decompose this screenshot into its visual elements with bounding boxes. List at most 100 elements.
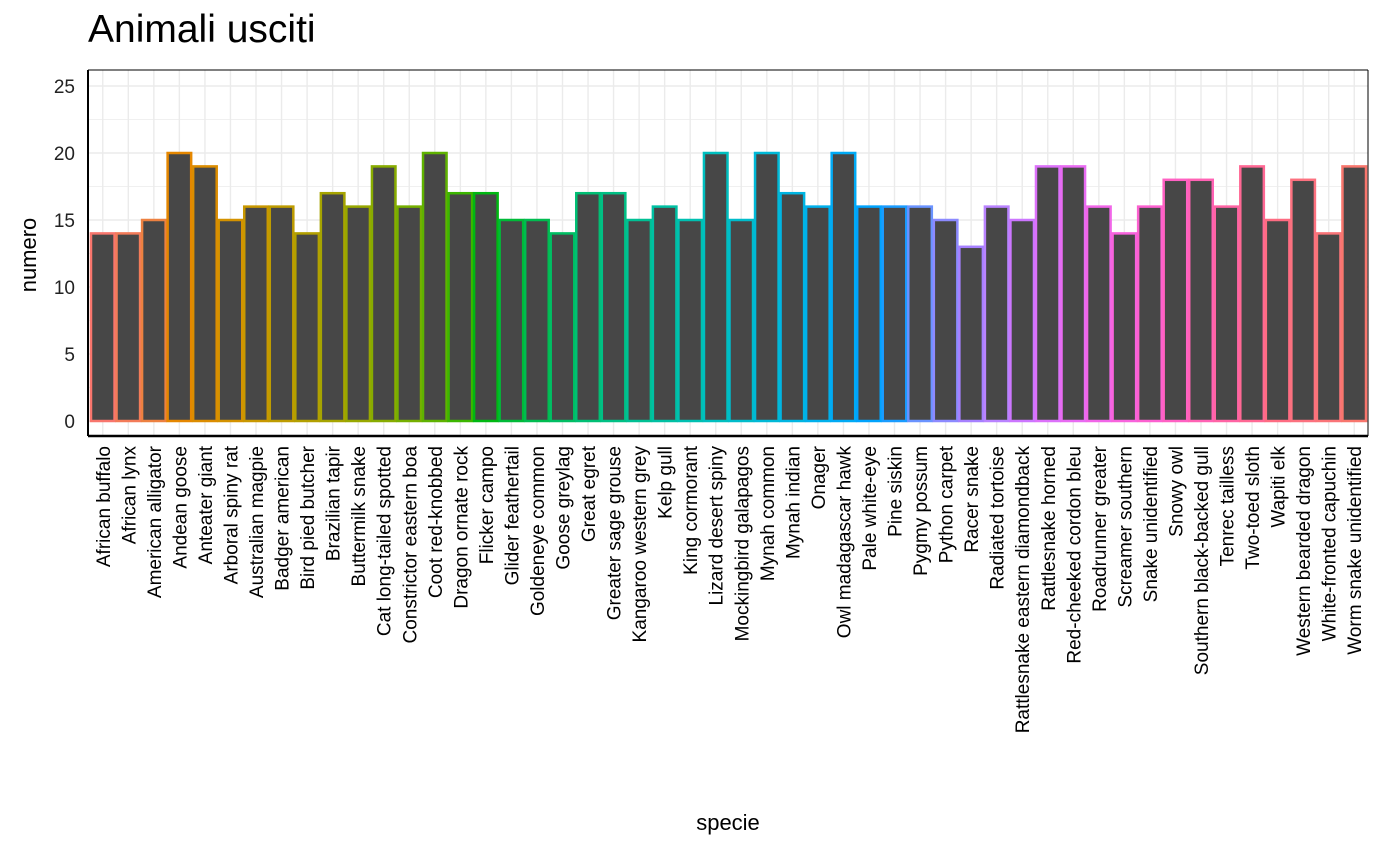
- bar-33: [907, 205, 934, 423]
- bar-1: [89, 232, 116, 423]
- bar-50: [1341, 165, 1368, 423]
- x-tick-label: Bird pied butcher: [298, 445, 319, 589]
- x-tick-label: Badger american: [273, 446, 294, 591]
- bar-42: [1136, 205, 1163, 423]
- x-tick-label: Roadrunner greater: [1090, 445, 1111, 611]
- x-tick-label: Radiated tortoise: [988, 446, 1009, 590]
- bar-16: [472, 191, 499, 423]
- x-tick-label: Pine siskin: [886, 446, 907, 537]
- bar-7: [242, 205, 270, 423]
- bar-11: [345, 205, 372, 423]
- bar-36: [983, 205, 1010, 423]
- bar-43: [1162, 178, 1189, 423]
- bar-22: [626, 218, 653, 423]
- bar-8: [268, 205, 295, 423]
- bar-27: [753, 151, 780, 423]
- bar-18: [523, 218, 550, 423]
- y-axis-label: numero: [16, 217, 41, 293]
- bar-19: [549, 232, 576, 423]
- x-tick-label: Pale white-eye: [860, 446, 881, 571]
- x-tick-label: Pygmy possum: [911, 446, 932, 576]
- y-tick-label: 15: [54, 211, 75, 232]
- x-tick-label: Lizard desert spiny: [707, 446, 728, 606]
- x-tick-label: Rattlesnake horned: [1039, 446, 1060, 611]
- x-tick-label: Southern black-backed gull: [1192, 446, 1213, 675]
- x-tick-label: Buttermilk snake: [349, 446, 370, 586]
- bar-34: [932, 218, 959, 423]
- bar-24: [677, 218, 704, 423]
- bar-45: [1213, 205, 1240, 423]
- x-tick-label: African buffalo: [94, 446, 115, 567]
- bar-4: [166, 151, 193, 423]
- x-tick-label: Kangaroo western grey: [630, 446, 651, 643]
- x-tick-label: Dragon ornate rock: [451, 446, 472, 609]
- bar-5: [191, 165, 218, 423]
- x-tick-label: Two-toed sloth: [1243, 446, 1264, 570]
- bar-9: [294, 232, 321, 423]
- bar-35: [958, 245, 985, 423]
- x-tick-label: Red-cheeked cordon bleu: [1064, 446, 1085, 664]
- x-tick-label: Glider feathertail: [502, 446, 523, 585]
- bar-26: [728, 218, 755, 423]
- x-tick-label: Australian magpie: [247, 446, 268, 598]
- bar-38: [1034, 165, 1061, 423]
- bar-29: [804, 205, 831, 423]
- x-tick-label: Onager: [809, 445, 830, 509]
- bar-39: [1060, 165, 1087, 423]
- bar-47: [1264, 218, 1291, 423]
- bar-37: [1009, 218, 1036, 423]
- bar-2: [115, 232, 142, 423]
- bar-48: [1290, 178, 1317, 423]
- bar-23: [651, 205, 678, 423]
- x-tick-label: Anteater giant: [196, 445, 217, 564]
- x-tick-label: Rattlesnake eastern diamondback: [1013, 446, 1034, 734]
- bar-3: [140, 218, 167, 423]
- bar-15: [447, 191, 474, 423]
- x-tick-label: Western bearded dragon: [1294, 446, 1315, 656]
- x-tick-label: Goose greylag: [553, 446, 574, 570]
- bars: [89, 151, 1368, 423]
- x-tick-label: Worm snake unidentified: [1345, 446, 1366, 655]
- axes: [87, 69, 1369, 438]
- x-tick-label: Mynah indian: [783, 446, 804, 559]
- x-tick-label: Cat long-tailed spotted: [375, 446, 396, 636]
- x-tick-label: Snake unidentified: [1141, 446, 1162, 602]
- x-tick-label: Owl madagascar hawk: [834, 446, 855, 639]
- x-tick-label: Kelp gull: [656, 446, 677, 519]
- x-tick-label: Greater sage grouse: [605, 446, 626, 620]
- bar-44: [1187, 178, 1215, 423]
- x-tick-label: Constrictor eastern boa: [400, 446, 421, 644]
- x-tick-label: African lynx: [119, 446, 140, 545]
- y-tick-label: 5: [64, 345, 75, 366]
- y-tick-labels: 0 5 10 15 20 25: [54, 77, 75, 433]
- chart-title: Animali usciti: [88, 8, 316, 51]
- x-tick-label: White-fronted capuchin: [1320, 446, 1341, 641]
- bar-10: [319, 191, 346, 423]
- x-tick-label: Andean goose: [170, 446, 191, 569]
- bar-41: [1111, 232, 1138, 423]
- bar-20: [575, 191, 602, 423]
- x-tick-label: Goldeneye common: [528, 446, 549, 616]
- bar-17: [498, 218, 525, 423]
- y-tick-label: 0: [64, 412, 75, 433]
- bar-14: [421, 151, 448, 423]
- x-tick-label: Great egret: [579, 445, 600, 542]
- x-tick-label: Screamer southern: [1115, 446, 1136, 608]
- x-tick-label: Brazilian tapir: [324, 445, 345, 561]
- x-tick-label: Flicker campo: [477, 446, 498, 564]
- x-tick-label: Snowy owl: [1166, 446, 1187, 537]
- x-tick-label: Wapiti elk: [1269, 446, 1290, 528]
- x-tick-label: Mynah common: [758, 446, 779, 581]
- y-tick-label: 10: [54, 278, 75, 299]
- x-tick-label: King cormorant: [681, 445, 702, 575]
- x-tick-label: Racer snake: [962, 446, 983, 553]
- bar-46: [1239, 165, 1266, 423]
- bar-6: [217, 218, 244, 423]
- x-tick-labels: African buffalo African lynx American alli…: [94, 445, 1366, 733]
- x-tick-label: Arboral spiny rat: [221, 445, 242, 584]
- bar-32: [881, 205, 908, 423]
- x-tick-label: American alligator: [145, 445, 166, 598]
- bar-28: [779, 191, 806, 423]
- x-axis-label: specie: [696, 810, 760, 835]
